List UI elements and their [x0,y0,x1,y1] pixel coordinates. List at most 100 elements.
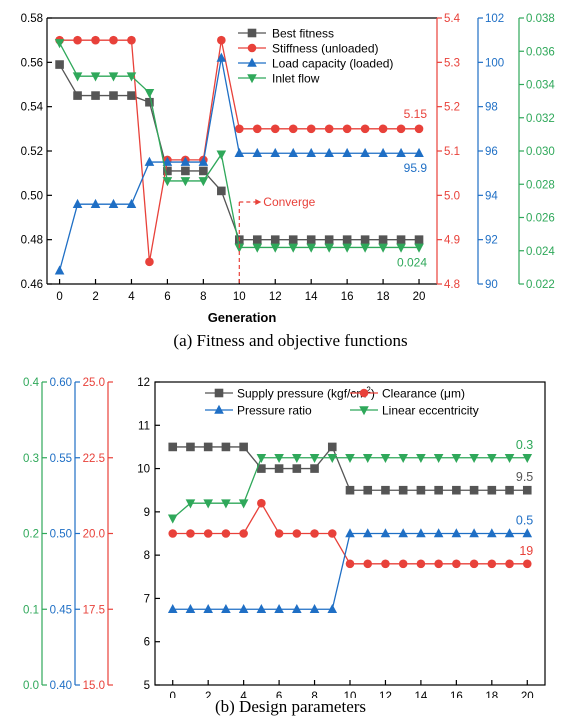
y-tick-label: 0.4 [23,377,40,389]
y-tick-label: 0.56 [21,57,43,69]
y-tick-label: 0.028 [526,179,555,191]
point-3 [416,453,426,464]
point-2 [167,603,178,614]
legend-label: Load capacity (loaded) [272,57,393,71]
point-0 [91,91,100,100]
point-3 [216,150,227,160]
point-2 [185,603,196,614]
y-tick-label: 90 [485,279,498,291]
point-0 [505,485,514,495]
point-1 [306,124,316,134]
y-tick-label: 15.0 [83,680,105,692]
point-0 [327,442,337,452]
point-0 [109,91,118,100]
x-tick-label: 20 [413,291,426,303]
legend-swatch-marker [247,57,257,67]
point-3 [252,243,263,253]
point-3 [234,243,245,253]
point-3 [396,243,406,253]
point-0 [378,235,388,244]
point-0 [487,485,497,495]
point-1 [127,35,136,45]
point-1 [378,124,388,134]
y-tick-label: 0.2 [23,529,39,541]
y-tick-label: 0.0 [23,680,39,692]
point-3 [487,453,497,464]
point-2 [72,198,83,208]
point-3 [362,453,373,464]
point-0 [452,485,461,495]
x-tick-label: 10 [344,691,357,698]
point-3 [126,72,137,82]
x-tick-label: 2 [92,291,98,303]
point-0 [252,235,262,244]
point-3 [108,72,119,82]
fitness-chart: 0.46 0.48 0.50 0.52 0.54 0.56 0.58 4.8 4.9 5.0 5.1… [21,13,556,325]
point-2 [306,147,316,158]
point-3 [203,499,213,509]
legend-label-part: Supply pressure (kgf/cm [237,387,366,401]
point-1 [360,124,370,134]
point-3 [522,453,533,464]
point-1 [487,559,497,569]
point-3 [469,453,479,464]
point-3 [433,453,444,464]
point-2 [380,528,391,538]
y-tick-label: 102 [485,13,504,25]
point-0 [398,485,408,495]
legend-label: Inlet flow [272,72,320,86]
y-tick-label: 0.3 [23,453,39,465]
annotation: 0.024 [397,255,427,269]
legend-swatch-marker [247,43,257,53]
y-tick-label: 4.9 [444,235,460,247]
point-2 [433,528,444,538]
x-axis-title: Generation [208,310,277,325]
y-tick-label: 94 [485,190,498,202]
y-tick-label: 0.48 [21,235,43,247]
point-3 [342,243,352,253]
annotation: 95.9 [404,161,428,175]
point-1 [416,559,426,569]
point-0 [186,442,195,452]
y-tick-label: 20.0 [83,529,105,541]
y-tick-label: 5 [144,680,150,692]
point-3 [72,72,83,82]
point-2 [292,603,302,614]
point-3 [238,499,249,509]
y-tick-label: 22.5 [83,453,105,465]
x-tick-label: 16 [450,691,463,698]
y-tick-label: 10 [137,464,150,476]
point-3 [167,514,178,524]
legend-swatch-marker [214,388,224,398]
legend-swatch-marker [247,28,257,38]
y-tick-label: 0.034 [526,80,555,92]
y-tick-label: 0.1 [23,604,39,616]
point-0 [73,91,82,100]
point-3 [504,453,515,464]
design-chart: 5678910111215.017.520.022.525.00.400.450… [23,377,546,698]
point-0 [360,235,370,244]
point-2 [198,156,209,166]
y-tick-label: 5.2 [444,102,460,114]
point-2 [414,147,424,158]
point-1 [363,559,373,569]
point-3 [309,453,320,464]
y-tick-label: 0.52 [21,146,43,158]
legend-label: Clearance (μm) [382,387,465,401]
x-tick-label: 4 [240,691,247,698]
point-1 [288,124,298,134]
point-0 [217,186,226,196]
point-2 [274,603,284,614]
point-1 [324,124,334,134]
point-1 [270,124,280,134]
point-1 [91,35,100,45]
point-2 [203,603,213,614]
y-tick-label: 5.4 [444,13,461,25]
point-0 [414,235,424,244]
x-tick-label: 4 [128,291,135,303]
point-3 [292,453,302,464]
point-1 [257,498,266,508]
point-1 [469,559,479,569]
legend-swatch-marker [359,388,369,398]
point-3 [378,243,388,253]
